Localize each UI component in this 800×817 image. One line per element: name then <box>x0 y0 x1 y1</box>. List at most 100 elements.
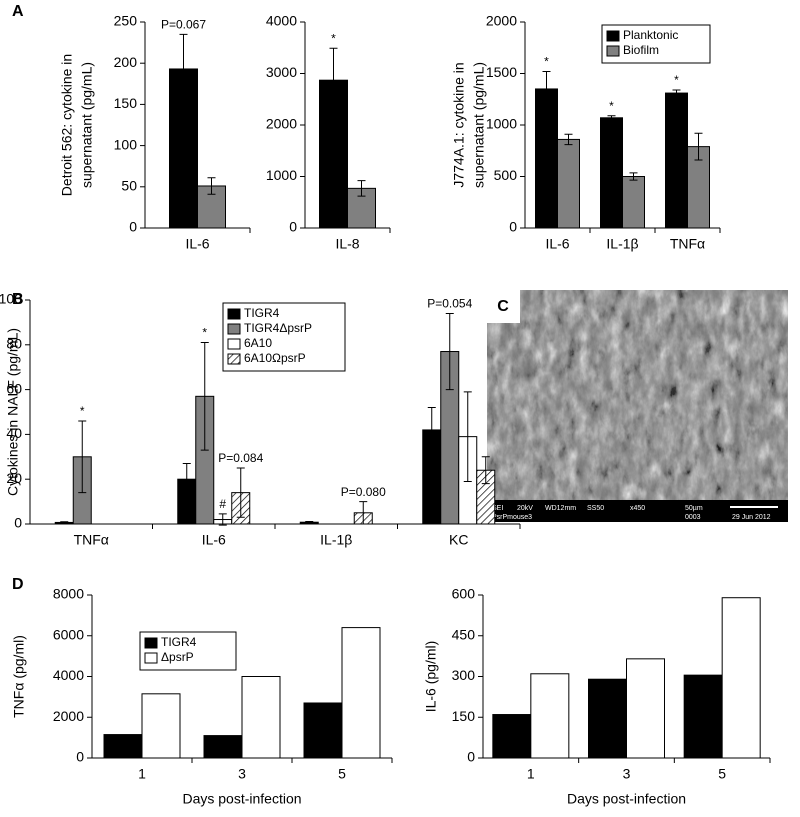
x-tick-label: IL-6 <box>185 236 209 252</box>
legend-label: TIGR4 <box>161 635 197 649</box>
y-axis-label: supernatant (pg/mL) <box>471 62 487 188</box>
annotation: * <box>331 31 336 45</box>
legend-label: 6A10ΩpsrP <box>244 351 306 365</box>
x-tick-label: KC <box>449 532 468 548</box>
x-tick-label: 5 <box>338 766 346 782</box>
error-bar <box>60 521 69 524</box>
y-tick-label: 8000 <box>53 586 84 602</box>
legend-swatch <box>227 308 241 320</box>
caption-text: x450 <box>630 505 645 512</box>
y-tick-label: 600 <box>452 586 476 602</box>
annotation: * <box>674 73 679 87</box>
y-tick-label: 1000 <box>266 167 297 183</box>
sem-texture <box>487 290 788 502</box>
y-tick-label: 0 <box>14 515 22 531</box>
annotation: P=0.054 <box>427 297 472 311</box>
y-tick-label: 4000 <box>53 667 84 683</box>
error-bar <box>78 420 87 494</box>
error-bar <box>357 180 366 197</box>
y-tick-label: 500 <box>494 167 518 183</box>
bar <box>241 676 281 759</box>
legend-box <box>601 24 711 64</box>
chart: 0 50 100 150 200 250 A Detroit 562: cytokine in… <box>12 3 251 252</box>
y-tick-label: 1500 <box>486 64 517 80</box>
bar <box>341 627 381 759</box>
error-bar <box>200 342 209 451</box>
legend-label: 6A10 <box>244 336 272 350</box>
y-tick-label: 1000 <box>486 116 517 132</box>
error-bar <box>564 133 573 146</box>
bar <box>622 176 645 229</box>
annotation: * <box>544 55 549 69</box>
y-tick-label: 3000 <box>266 64 297 80</box>
error-bar <box>427 407 436 453</box>
bar <box>557 138 580 229</box>
caption-text: 0003 <box>685 514 701 521</box>
y-tick-label: 0 <box>76 749 84 765</box>
annotation: * <box>80 404 85 418</box>
panel-label: B <box>12 291 24 308</box>
caption-text: 29 Jun 2012 <box>732 514 771 521</box>
error-bar <box>179 33 188 105</box>
y-tick-label: 80 <box>6 336 22 352</box>
bar <box>530 673 570 759</box>
y-tick-label: 200 <box>114 54 138 70</box>
y-axis-label: J774A.1: cytokine in <box>451 62 467 187</box>
caption-text: 20kV <box>517 505 533 512</box>
bar <box>665 92 688 229</box>
caption-text: SEI <box>492 505 503 512</box>
x-axis-label: Days post-infection <box>182 791 301 807</box>
x-tick-label: TNFα <box>74 532 109 548</box>
y-tick-label: 150 <box>114 95 138 111</box>
bar <box>203 735 243 759</box>
y-tick-label: 2000 <box>486 13 517 29</box>
bar <box>535 88 558 229</box>
x-tick-label: IL-6 <box>202 532 226 548</box>
y-axis-label: supernatant (pg/mL) <box>79 62 95 188</box>
caption-bar <box>487 500 788 522</box>
y-tick-label: 100 <box>0 291 22 307</box>
x-tick-label: 3 <box>238 766 246 782</box>
legend-box <box>222 302 346 372</box>
y-tick-label: 150 <box>452 708 476 724</box>
caption-text: PsrPmouse3 <box>492 514 532 521</box>
annotation: * <box>202 326 207 340</box>
chart: 0 150 300 450 600 IL-6 (pg/ml) Days post-infec… <box>423 586 771 807</box>
panel-label: D <box>12 576 24 593</box>
y-tick-label: 0 <box>509 219 517 235</box>
annotation: P=0.080 <box>341 485 386 499</box>
legend-label: Biofilm <box>623 43 659 57</box>
x-axis-label: Days post-infection <box>567 791 686 807</box>
y-tick-label: 50 <box>121 178 137 194</box>
y-tick-label: 2000 <box>53 708 84 724</box>
error-bar <box>481 456 490 485</box>
error-bar <box>329 47 338 113</box>
y-tick-label: 0 <box>289 219 297 235</box>
error-bar <box>463 391 472 482</box>
error-bar <box>607 115 616 121</box>
chart: 0 500 1000 1500 2000 J774A.1: cytokine in supe… <box>451 13 721 252</box>
caption-text: WD12mm <box>545 505 576 512</box>
y-tick-label: 60 <box>6 380 22 396</box>
bar <box>492 714 532 759</box>
y-tick-label: 100 <box>114 136 138 152</box>
error-bar <box>236 467 245 518</box>
error-bar <box>218 513 227 526</box>
y-tick-label: 40 <box>6 425 22 441</box>
legend-swatch <box>227 323 241 335</box>
error-bar <box>542 70 551 107</box>
x-tick-label: 5 <box>718 766 726 782</box>
legend-swatch <box>606 30 620 42</box>
error-bar <box>207 177 216 195</box>
y-axis-label: Detroit 562: cytokine in <box>59 54 75 196</box>
y-axis-label: Cytokines in NALF (pg/mL) <box>5 328 21 496</box>
legend-label: TIGR4 <box>244 306 280 320</box>
bar <box>721 597 761 759</box>
error-bar <box>672 89 681 97</box>
bar <box>600 117 623 229</box>
annotation: * <box>609 99 614 113</box>
x-tick-label: 1 <box>527 766 535 782</box>
x-tick-label: IL-8 <box>335 236 359 252</box>
